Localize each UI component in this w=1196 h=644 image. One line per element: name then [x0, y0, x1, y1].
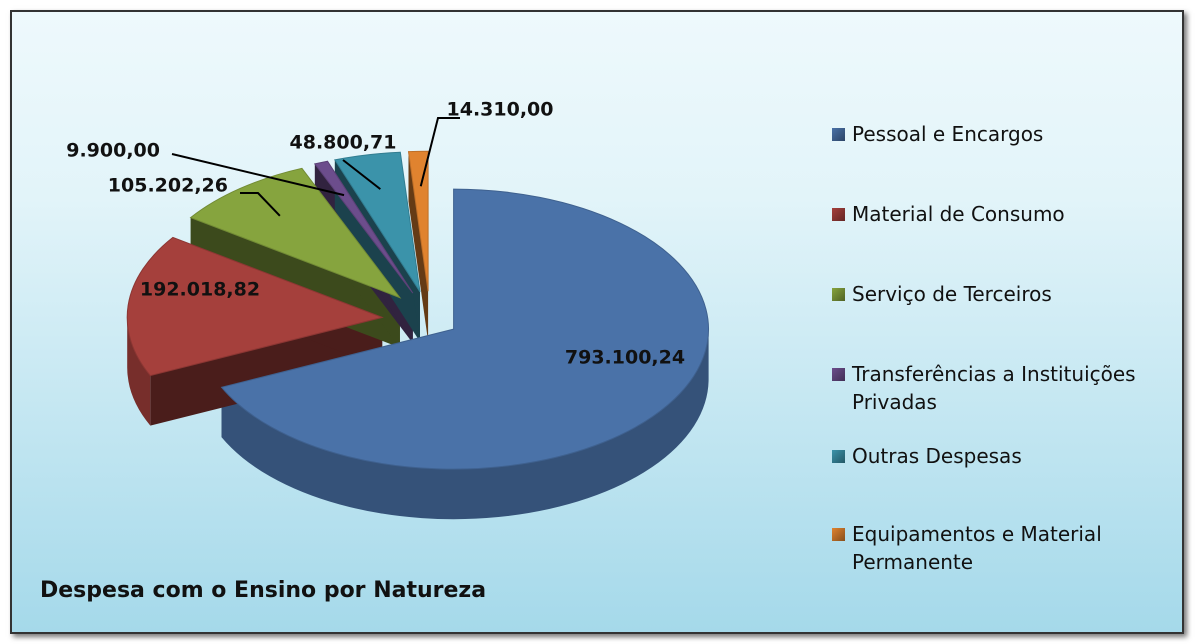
data-label: 14.310,00	[447, 99, 554, 121]
chart-title: Despesa com o Ensino por Natureza	[40, 578, 487, 603]
legend-swatch	[832, 450, 845, 463]
legend-item: Pessoal e Encargos	[830, 120, 1160, 148]
legend-label: Pessoal e Encargos	[852, 122, 1044, 146]
leader-line	[171, 153, 345, 197]
legend-label: Material de Consumo	[852, 202, 1065, 226]
legend-swatch	[832, 528, 845, 541]
legend-label: Serviço de Terceiros	[852, 282, 1052, 306]
slice	[407, 150, 429, 292]
legend-item: Material de Consumo	[830, 200, 1160, 228]
legend-item: Outras Despesas	[830, 442, 1160, 470]
slice-edge	[127, 317, 151, 426]
legend-item: Transferências a Instituições Privadas	[830, 360, 1160, 416]
slice	[220, 188, 709, 470]
legend-swatch	[832, 368, 845, 381]
slice	[333, 151, 421, 293]
data-label: 192.018,82	[140, 279, 260, 301]
legend-swatch	[832, 208, 845, 221]
legend-label: Transferências a Instituições Privadas	[852, 362, 1136, 414]
legend-item: Serviço de Terceiros	[830, 280, 1160, 308]
slice	[189, 167, 402, 299]
leader-line	[240, 192, 281, 217]
pie-tops	[126, 150, 709, 470]
data-label: 48.800,71	[290, 132, 397, 154]
legend-label: Outras Despesas	[852, 444, 1022, 468]
slice-side	[408, 151, 429, 342]
slice	[126, 236, 384, 377]
legend-label: Equipamentos e Material Permanente	[852, 522, 1102, 574]
slice-edge	[221, 329, 709, 520]
data-label: 9.900,00	[66, 140, 160, 162]
leader-line	[342, 159, 381, 190]
data-label: 793.100,24	[565, 347, 685, 369]
legend-item: Equipamentos e Material Permanente	[830, 520, 1160, 576]
legend-swatch	[832, 288, 845, 301]
legend-swatch	[832, 128, 845, 141]
data-label: 105.202,26	[108, 175, 228, 197]
leader-line	[419, 117, 460, 187]
